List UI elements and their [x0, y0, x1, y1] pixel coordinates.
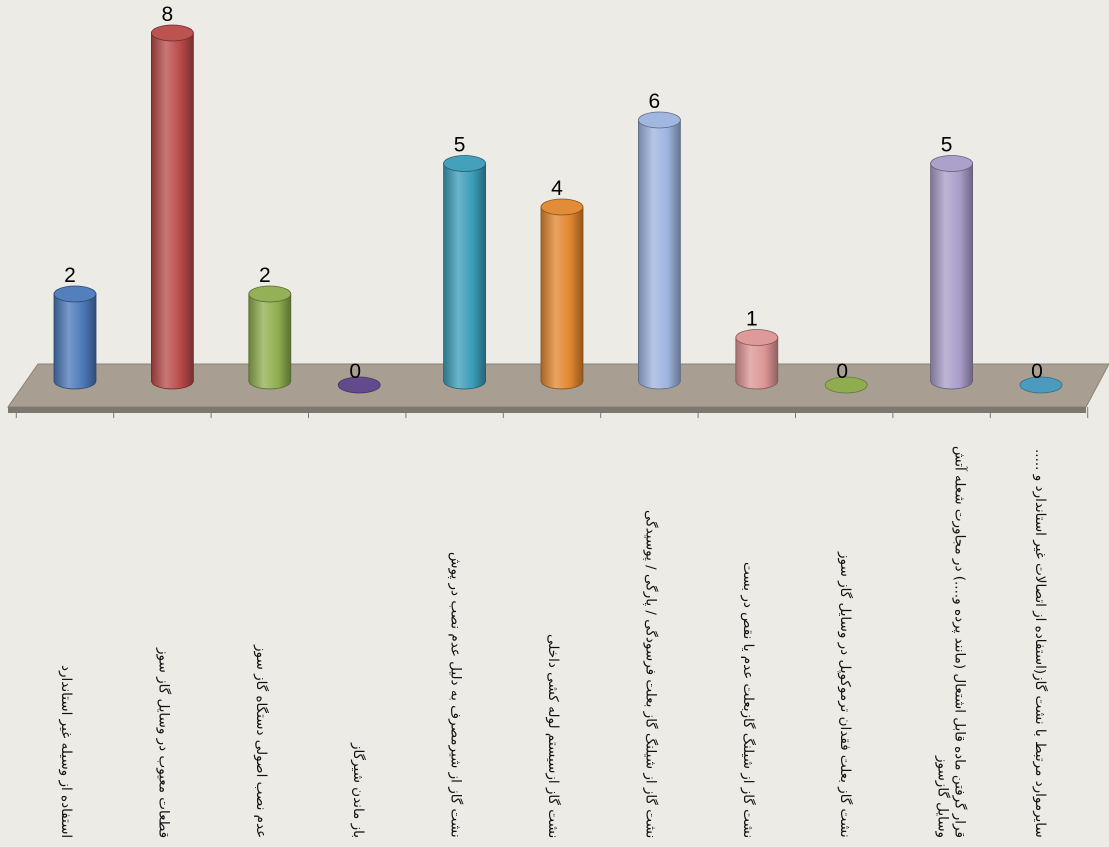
bar-body	[151, 32, 194, 390]
bar-body	[53, 293, 97, 390]
category-label: نشت گاز از شیلنگ گاز بعلت فرسودگی / پارگ…	[642, 509, 659, 838]
category-label: عدم نصب اصولی دستگاه گاز سوز	[252, 644, 269, 838]
bar-body	[443, 163, 486, 390]
bars-group	[53, 24, 1063, 394]
value-label: 6	[649, 90, 661, 113]
bar-7	[638, 111, 681, 390]
category-label: نشت گاز بعلت فقدان ترموکوپل در وسایل گاز…	[837, 552, 854, 838]
bar-body	[930, 163, 973, 390]
bar-1	[53, 285, 97, 390]
category-label: سایرموارد مرتبط با نشت گاز(استفاده از ات…	[1032, 449, 1048, 838]
bar-body	[638, 119, 681, 390]
bar-zero-disk	[1019, 376, 1063, 394]
category-label: قطعات معیوب در وسایل گاز سوز	[155, 647, 172, 838]
chart-floor-edge	[8, 407, 1086, 413]
bar-body	[248, 293, 292, 390]
bar-top	[638, 111, 681, 129]
category-label: نشت گاز ازسیستم لوله کشی داخلی	[545, 633, 561, 838]
value-label: 4	[551, 177, 563, 200]
bar-8	[735, 329, 779, 390]
bar-zero-disk	[824, 376, 868, 394]
bar-body	[540, 206, 584, 390]
bar-top	[735, 329, 779, 346]
value-label: 5	[941, 134, 953, 157]
category-label: باز ماندن شیرگاز	[350, 743, 367, 838]
value-label: 5	[454, 134, 466, 157]
bar-3	[248, 285, 292, 390]
category-label: قرار گرفتن ماده قابل اشتعال (مانند پرده …	[934, 446, 968, 838]
bar-2	[150, 24, 194, 390]
bar-10	[930, 155, 973, 390]
value-label: 0	[1031, 360, 1043, 383]
value-label: 0	[349, 360, 361, 383]
bar-top	[443, 155, 487, 172]
bar-top	[930, 155, 973, 172]
value-label: 1	[746, 308, 758, 331]
bar-9	[824, 376, 868, 394]
value-label: 8	[162, 3, 174, 26]
bar-6	[540, 198, 584, 390]
bar-top	[540, 198, 584, 216]
bar-5	[443, 155, 487, 390]
category-label: نشت گاز از شیلنگ گازبعلت عدم یا نقص در ب…	[739, 561, 756, 838]
category-label: نشت گاز از شیرمصرف به دلیل عدم نصب در پو…	[447, 552, 464, 838]
bar-top	[53, 285, 97, 303]
category-label: استفاده از وسیله غیر استاندارد	[58, 664, 74, 838]
bar-body	[735, 337, 779, 390]
value-label: 0	[836, 360, 848, 383]
bar-zero-disk	[337, 376, 381, 394]
bar-4	[337, 376, 381, 394]
value-label: 2	[259, 264, 271, 287]
bar-top	[248, 285, 292, 303]
bar-top	[150, 24, 194, 42]
value-label: 2	[64, 264, 76, 287]
bar-11	[1019, 376, 1063, 394]
